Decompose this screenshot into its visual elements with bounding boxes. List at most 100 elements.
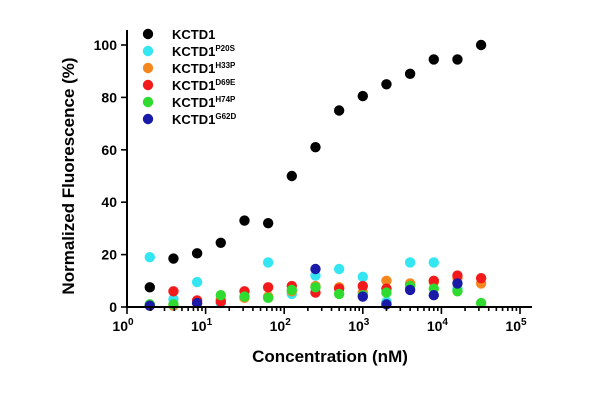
legend-item: KCTD1 xyxy=(142,27,215,42)
data-point xyxy=(357,90,368,102)
y-tick-label: 100 xyxy=(94,37,118,53)
data-point xyxy=(144,282,155,293)
legend-label: KCTD1 xyxy=(172,27,215,42)
legend-name: KCTD1 xyxy=(172,78,215,93)
legend-label: KCTD1H33P xyxy=(172,61,236,76)
legend-item: KCTD1H33P xyxy=(142,61,236,76)
data-point xyxy=(215,237,226,249)
x-tick-base: 10 xyxy=(270,318,286,334)
data-point xyxy=(262,292,274,304)
x-tick-base: 10 xyxy=(191,318,207,334)
x-tick-base: 10 xyxy=(505,318,521,334)
x-tick-exponent: 2 xyxy=(285,317,291,328)
legend-item: KCTD1G62D xyxy=(142,112,236,127)
data-point xyxy=(381,275,392,286)
data-point xyxy=(168,253,179,264)
data-point xyxy=(144,252,155,263)
legend-name: KCTD1 xyxy=(172,95,215,110)
series-wild-type xyxy=(144,39,487,293)
data-point xyxy=(333,288,345,300)
legend-name: KCTD1 xyxy=(172,112,215,127)
data-point xyxy=(475,39,487,51)
data-point xyxy=(310,282,321,293)
y-tick-label: 60 xyxy=(101,142,117,158)
data-point xyxy=(262,217,274,229)
x-axis-title: Concentration (nM) xyxy=(252,347,408,366)
legend-mutation: G62D xyxy=(215,112,236,121)
legend-item: KCTD1H74P xyxy=(142,95,236,110)
x-tick-exponent: 4 xyxy=(442,317,448,328)
data-point xyxy=(475,272,487,284)
data-point xyxy=(381,79,392,90)
series-g62d xyxy=(144,263,463,311)
data-point xyxy=(452,278,463,289)
legend: KCTD1KCTD1P20SKCTD1H33PKCTD1D69EKCTD1H74… xyxy=(142,27,236,127)
data-point xyxy=(333,105,345,116)
legend-name: KCTD1 xyxy=(172,61,215,76)
legend-label: KCTD1D69E xyxy=(172,78,236,93)
data-point xyxy=(381,287,392,298)
data-point xyxy=(286,284,298,296)
legend-label: KCTD1H74P xyxy=(172,95,236,110)
x-tick-label: 105 xyxy=(505,317,527,334)
data-point xyxy=(404,284,416,296)
y-tick-label: 80 xyxy=(101,89,117,105)
data-point xyxy=(428,275,439,286)
data-point xyxy=(357,291,368,302)
data-point xyxy=(428,54,439,65)
data-point xyxy=(215,290,226,301)
legend-label: KCTD1P20S xyxy=(172,44,236,59)
x-tick-label: 102 xyxy=(270,317,292,334)
data-point xyxy=(191,297,203,309)
data-point xyxy=(168,286,179,297)
data-point xyxy=(239,291,250,302)
data-point xyxy=(475,297,487,309)
legend-mutation: D69E xyxy=(215,78,236,87)
data-point xyxy=(168,299,179,310)
x-tick-base: 10 xyxy=(348,318,364,334)
data-points xyxy=(144,39,487,311)
data-point xyxy=(452,286,463,297)
data-point xyxy=(404,257,416,268)
data-point xyxy=(357,271,368,283)
data-point xyxy=(239,215,250,226)
x-tick-label: 104 xyxy=(427,317,449,334)
x-tick-exponent: 5 xyxy=(521,317,527,328)
data-point xyxy=(144,300,155,311)
legend-mutation: H33P xyxy=(215,61,236,70)
legend-name: KCTD1 xyxy=(172,44,215,59)
legend-marker xyxy=(142,113,154,125)
data-point xyxy=(262,282,274,293)
data-point xyxy=(404,68,416,80)
y-ticks: 0 20 40 60 80 100 xyxy=(94,37,127,315)
legend-label: KCTD1G62D xyxy=(172,112,236,127)
data-point xyxy=(310,263,321,275)
legend-marker xyxy=(142,96,154,108)
data-point xyxy=(428,257,439,268)
legend-item: KCTD1D69E xyxy=(142,78,236,93)
x-tick-label: 101 xyxy=(191,317,213,334)
x-ticks: 100 101 102 103 104 105 xyxy=(112,307,527,334)
data-point xyxy=(262,257,274,268)
data-point xyxy=(286,170,298,182)
x-tick-base: 10 xyxy=(427,318,443,334)
x-tick-base: 10 xyxy=(112,318,128,334)
y-tick-label: 40 xyxy=(101,194,117,210)
x-tick-label: 100 xyxy=(112,317,134,334)
legend-mutation: P20S xyxy=(215,44,235,53)
data-point xyxy=(452,270,463,281)
legend-mutation: H74P xyxy=(215,95,236,104)
data-point xyxy=(357,280,368,292)
data-point xyxy=(191,248,203,259)
data-point xyxy=(452,54,463,65)
y-tick-label: 20 xyxy=(101,247,117,263)
x-tick-exponent: 0 xyxy=(128,317,134,328)
x-tick-exponent: 1 xyxy=(207,317,213,328)
legend-marker xyxy=(142,45,154,57)
y-axis-title: Normalized Fluorescence (%) xyxy=(59,57,78,294)
legend-marker xyxy=(142,79,154,91)
data-point xyxy=(310,141,321,153)
x-tick-label: 103 xyxy=(348,317,370,334)
x-tick-exponent: 3 xyxy=(364,317,370,328)
